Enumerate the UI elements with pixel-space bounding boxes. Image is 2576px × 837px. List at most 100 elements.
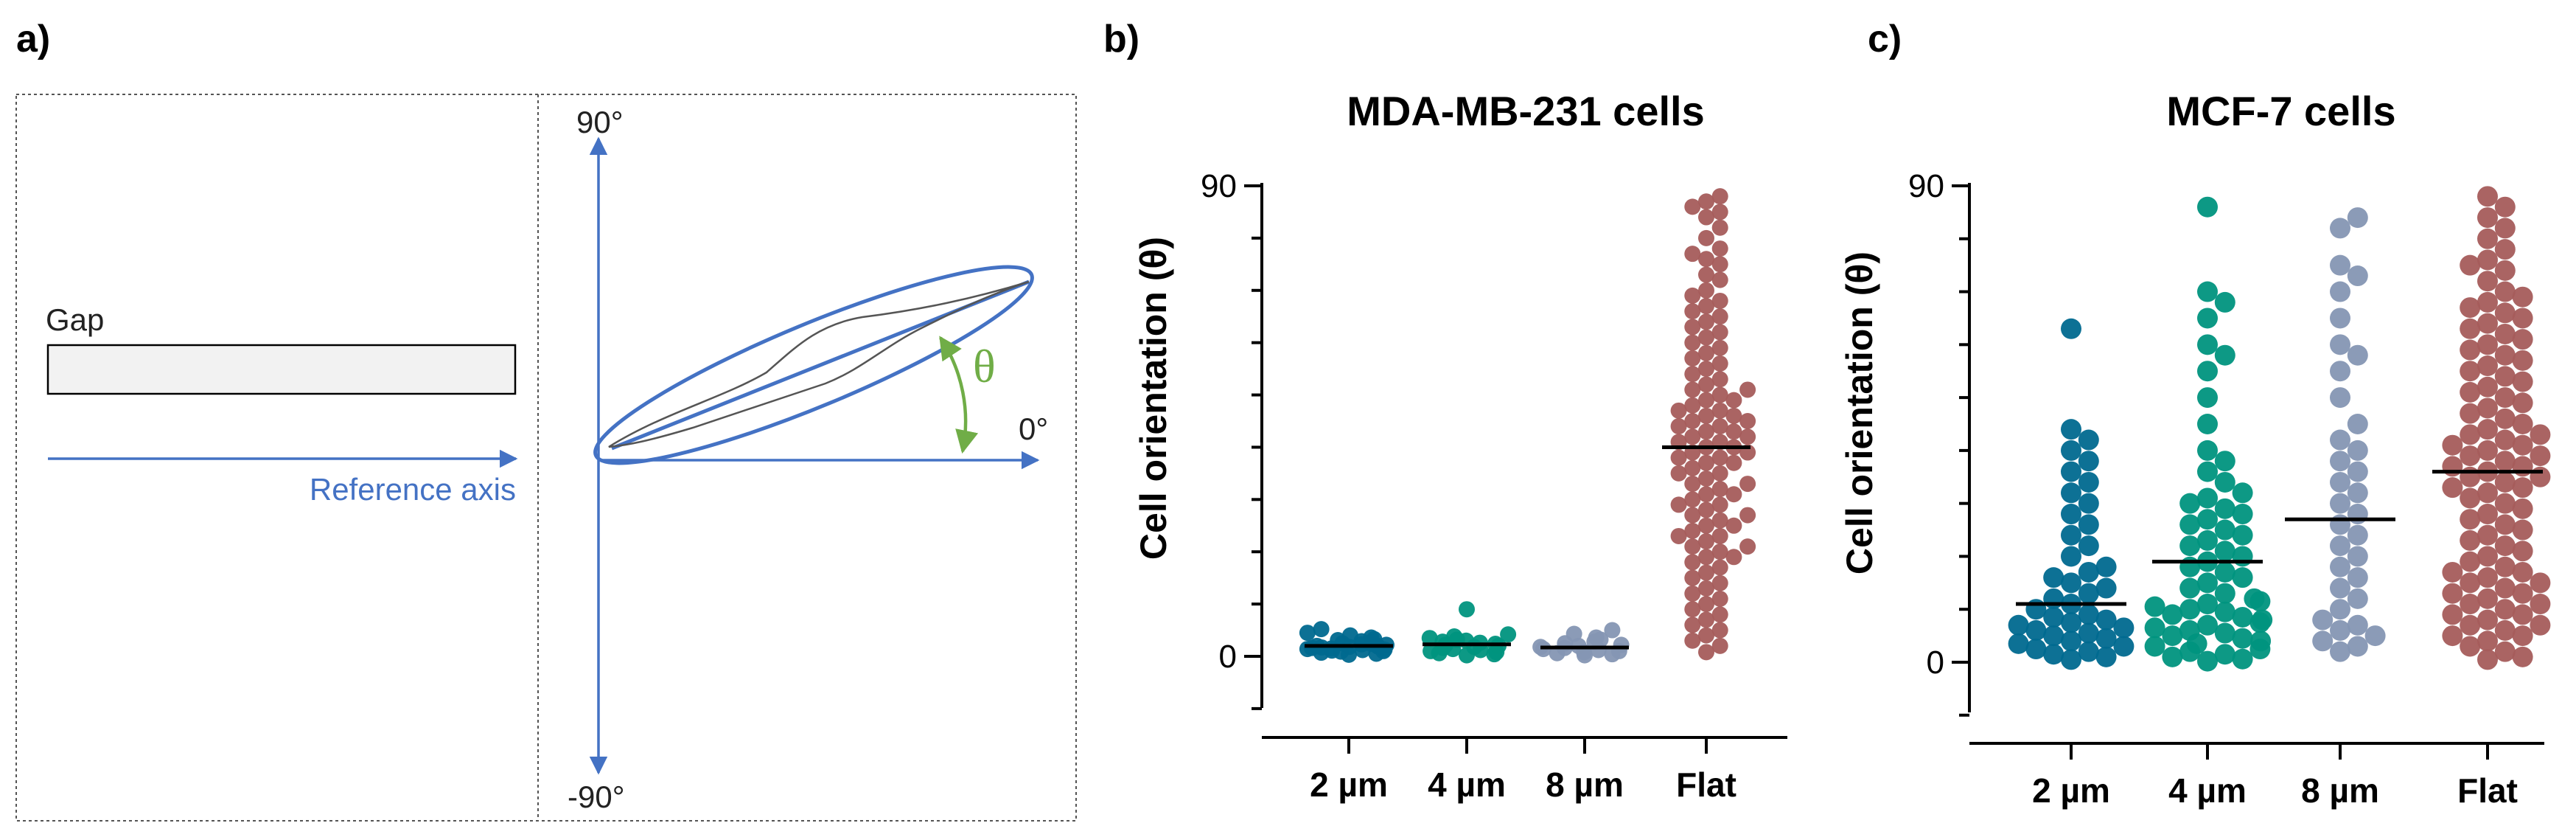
data-point <box>2348 345 2368 366</box>
data-point <box>2460 255 2480 276</box>
chart-c-y-axis-title: Cell orientation (θ) <box>1839 251 1880 574</box>
data-point <box>1712 355 1728 372</box>
data-point <box>2179 514 2200 535</box>
data-point <box>2460 445 2480 466</box>
data-point <box>2113 636 2134 656</box>
data-point <box>1613 636 1630 653</box>
data-point <box>2078 472 2099 493</box>
data-point <box>2215 541 2235 561</box>
data-point <box>1684 586 1700 602</box>
data-point <box>1739 507 1756 524</box>
data-point <box>2330 387 2350 408</box>
data-point <box>2477 546 2498 566</box>
x-tick-label: 4 µm <box>2168 771 2247 810</box>
data-point <box>1684 460 1700 476</box>
data-point <box>2442 625 2462 646</box>
data-point <box>2061 631 2081 651</box>
data-point <box>2197 361 2218 381</box>
data-point <box>2348 265 2368 286</box>
data-point <box>1725 549 1742 565</box>
data-point <box>1712 591 1728 607</box>
data-point <box>1684 523 1700 539</box>
data-point <box>2330 620 2350 641</box>
data-point <box>2179 620 2200 641</box>
data-point <box>2162 647 2182 667</box>
data-point <box>2460 403 2480 424</box>
data-point <box>1698 533 1714 549</box>
data-point <box>2061 504 2081 524</box>
data-point <box>1698 313 1714 330</box>
y-tick-label: 90 <box>1201 168 1237 204</box>
data-point <box>1739 428 1756 445</box>
data-point <box>2215 345 2235 366</box>
data-point <box>2348 207 2368 228</box>
data-point <box>2008 633 2029 654</box>
data-point <box>2495 282 2516 302</box>
data-point <box>2061 649 2081 670</box>
data-point <box>1698 596 1714 612</box>
data-point <box>2477 229 2498 249</box>
data-point <box>1684 335 1700 351</box>
data-point <box>2495 599 2516 619</box>
data-point <box>2513 499 2533 519</box>
chart-b-points <box>1299 188 1756 663</box>
data-point <box>1698 408 1714 424</box>
chart-c-y-ticks: 090 <box>1908 168 1969 715</box>
data-point <box>2330 535 2350 556</box>
data-point <box>1698 230 1714 246</box>
data-point <box>1712 340 1728 356</box>
data-point <box>1698 470 1714 487</box>
data-point <box>2495 218 2516 238</box>
data-point <box>2460 509 2480 529</box>
y-tick-label: 0 <box>1927 645 1944 681</box>
data-point <box>1712 481 1728 497</box>
data-point <box>1684 288 1700 304</box>
data-point <box>2233 525 2253 546</box>
data-point <box>1671 528 1687 544</box>
data-point <box>2330 599 2350 619</box>
data-point <box>2477 271 2498 291</box>
gap-label: Gap <box>46 302 104 337</box>
data-point <box>1684 319 1700 335</box>
data-point <box>2513 647 2533 667</box>
data-point <box>1725 518 1742 534</box>
data-point <box>1712 496 1728 513</box>
data-point <box>2477 419 2498 440</box>
data-point <box>2460 615 2480 636</box>
label-0: 0° <box>1019 411 1048 446</box>
theta-arc <box>940 338 966 451</box>
panel-a: a) Gap Reference axis 90° -90° 0° θ <box>16 18 1076 821</box>
data-point <box>2197 334 2218 355</box>
data-point <box>2061 572 2081 593</box>
data-point <box>2215 292 2235 313</box>
data-point <box>2348 615 2368 636</box>
data-point <box>2513 520 2533 541</box>
data-point <box>2233 546 2253 566</box>
data-point <box>2215 451 2235 471</box>
data-point <box>1604 622 1620 639</box>
data-point <box>2330 255 2350 276</box>
data-point <box>1671 418 1687 434</box>
data-point <box>1566 626 1582 642</box>
data-point <box>1698 549 1714 565</box>
data-point <box>2495 197 2516 218</box>
chart-b-y-axis-title: Cell orientation (θ) <box>1133 237 1174 560</box>
x-tick-label: 8 µm <box>1546 765 1624 804</box>
data-point <box>1698 486 1714 502</box>
data-point <box>2162 604 2182 625</box>
data-point <box>1684 601 1700 617</box>
data-point <box>1712 308 1728 324</box>
data-point <box>2348 546 2368 566</box>
data-point <box>2197 414 2218 434</box>
data-point <box>1500 626 1516 642</box>
data-point <box>2513 350 2533 371</box>
data-point <box>1712 387 1728 403</box>
data-point <box>2348 636 2368 656</box>
chart-c-x-ticks: 2 µm 4 µm 8 µm Flat <box>2032 743 2518 810</box>
data-point <box>2530 445 2550 466</box>
gap-rect <box>48 345 515 394</box>
data-point <box>1698 518 1714 534</box>
data-point <box>1698 580 1714 597</box>
data-point <box>1712 575 1728 591</box>
data-point <box>2348 482 2368 503</box>
